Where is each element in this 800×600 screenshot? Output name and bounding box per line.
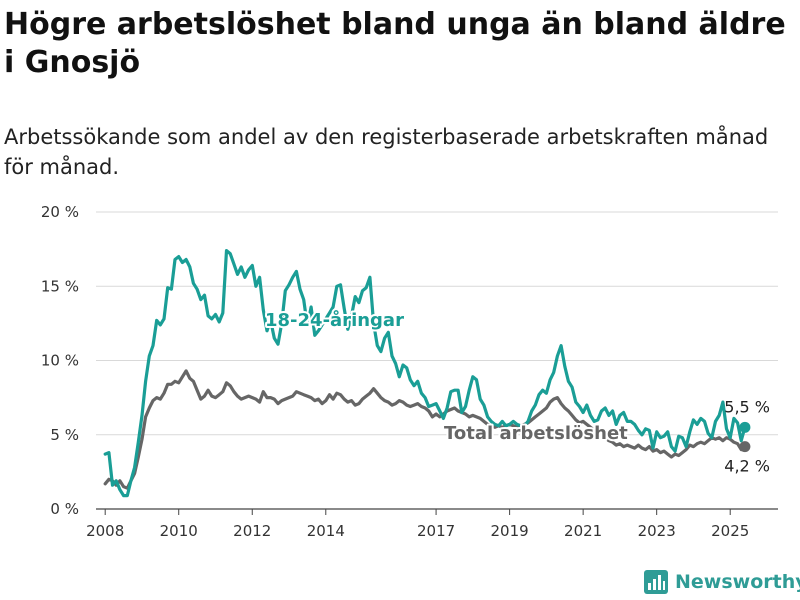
y-tick-label: 20 % xyxy=(41,203,79,221)
axis-layer: 0 % 5 % 10 % 15 % 20 % 2008 2010 2012 2014 2017 20… xyxy=(41,203,749,540)
x-tick-label: 2025 xyxy=(711,522,749,540)
x-tick-label: 2017 xyxy=(417,522,455,540)
label-layer: 5,5 % 4,2 % 18-24-åringar Total arbetslöshe… xyxy=(263,307,770,476)
series-line-total xyxy=(103,369,747,490)
newsworthy-logo-icon xyxy=(644,570,668,594)
x-tick-label: 2021 xyxy=(564,522,602,540)
end-point-total xyxy=(739,441,751,453)
x-tick-label: 2012 xyxy=(233,522,271,540)
series-layer xyxy=(103,249,751,498)
y-tick-label: 0 % xyxy=(50,500,79,518)
series-label-youth: 18-24-åringar xyxy=(265,309,404,331)
x-tick-label: 2008 xyxy=(86,522,124,540)
series-label-total: Total arbetslöshet xyxy=(444,423,628,444)
chart-title: Högre arbetslöshet bland unga än bland ä… xyxy=(4,7,786,80)
brand-name: Newsworthy xyxy=(675,571,800,593)
x-tick-label: 2019 xyxy=(491,522,529,540)
y-tick-label: 15 % xyxy=(41,277,79,295)
x-tick-label: 2010 xyxy=(160,522,198,540)
newsworthy-brand[interactable]: Newsworthy xyxy=(644,570,800,594)
end-label-total: 4,2 % xyxy=(724,457,770,476)
end-label-youth: 5,5 % xyxy=(724,397,770,416)
y-tick-label: 5 % xyxy=(50,426,79,444)
chart-subtitle: Arbetssökande som andel av den registerb… xyxy=(4,125,769,179)
series-line-youth xyxy=(103,249,747,498)
y-tick-label: 10 % xyxy=(41,352,79,370)
x-tick-label: 2014 xyxy=(307,522,345,540)
x-tick-label: 2023 xyxy=(638,522,676,540)
grid-layer xyxy=(96,211,778,510)
end-point-youth xyxy=(739,421,751,433)
